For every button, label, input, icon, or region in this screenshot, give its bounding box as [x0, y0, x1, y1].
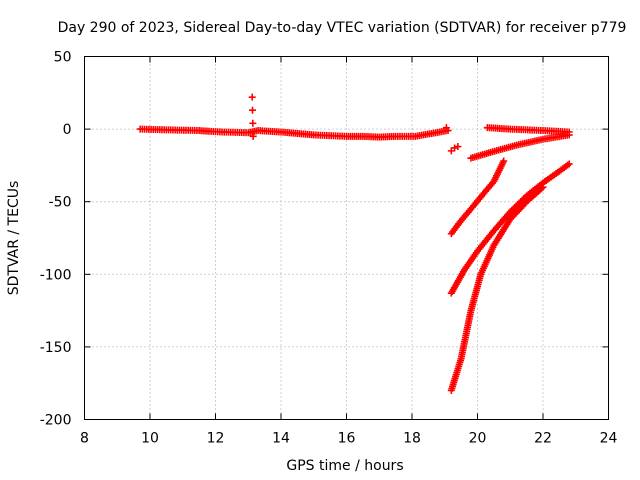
tick-labels: 8 10 12 14 16 18 20 22 24 50 0 -50 -100 -150 -200	[40, 50, 618, 447]
y-tick-label: -50	[49, 195, 72, 211]
x-tick-label: 18	[403, 431, 421, 447]
axis-ticks	[84, 56, 609, 420]
x-tick-label: 20	[469, 431, 487, 447]
data-point	[451, 144, 459, 152]
y-tick-label: -200	[40, 413, 72, 429]
x-tick-label: 12	[207, 431, 225, 447]
data-point	[565, 160, 573, 168]
grid-lines	[84, 56, 609, 420]
y-axis-label: SDTVAR / TECUs	[6, 181, 22, 296]
y-tick-label: 50	[54, 50, 72, 66]
data-point	[249, 119, 257, 127]
data-point	[565, 131, 573, 139]
data-point	[442, 124, 450, 132]
data-point	[454, 143, 462, 151]
x-tick-label: 14	[272, 431, 290, 447]
x-tick-label: 8	[80, 431, 89, 447]
y-tick-label: -100	[40, 267, 72, 283]
x-axis-label: GPS time / hours	[286, 458, 403, 474]
data-point	[248, 93, 256, 101]
chart-title: Day 290 of 2023, Sidereal Day-to-day VTE…	[58, 20, 627, 36]
x-tick-label: 10	[141, 431, 159, 447]
y-tick-label: -150	[40, 340, 72, 356]
data-point	[249, 132, 257, 140]
data-point	[500, 157, 508, 165]
data-point	[539, 183, 547, 191]
y-tick-label: 0	[63, 122, 72, 138]
data-point	[249, 106, 257, 114]
x-tick-label: 16	[338, 431, 356, 447]
data-points	[136, 93, 573, 394]
x-tick-label: 22	[534, 431, 552, 447]
x-tick-label: 24	[600, 431, 618, 447]
